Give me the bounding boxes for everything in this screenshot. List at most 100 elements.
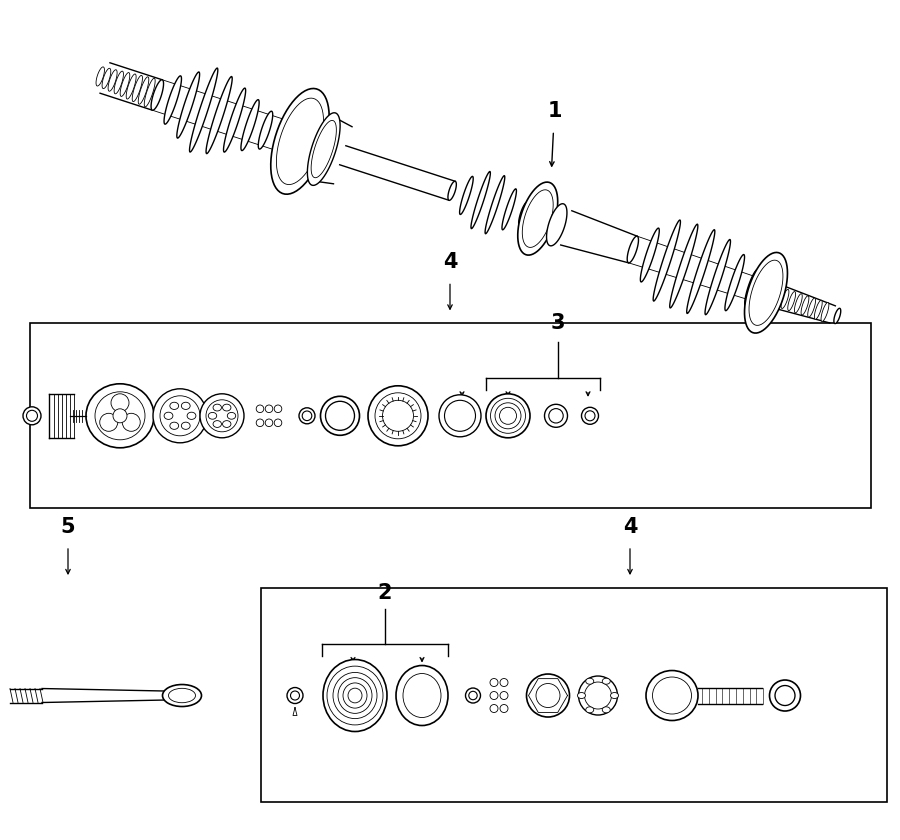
Polygon shape	[126, 74, 136, 99]
Ellipse shape	[327, 666, 383, 725]
Ellipse shape	[581, 407, 598, 424]
Ellipse shape	[95, 391, 145, 440]
Polygon shape	[502, 189, 517, 230]
Text: 2: 2	[378, 582, 392, 602]
Text: 3: 3	[551, 312, 565, 333]
Polygon shape	[132, 76, 142, 102]
Ellipse shape	[549, 408, 563, 423]
Polygon shape	[164, 76, 182, 124]
Ellipse shape	[208, 412, 217, 419]
Polygon shape	[670, 224, 698, 308]
Polygon shape	[807, 298, 815, 318]
Polygon shape	[471, 171, 491, 228]
Ellipse shape	[333, 672, 377, 719]
Polygon shape	[485, 176, 505, 234]
Polygon shape	[744, 253, 788, 333]
Ellipse shape	[586, 706, 594, 713]
Ellipse shape	[287, 687, 303, 704]
Polygon shape	[546, 204, 567, 246]
Ellipse shape	[500, 407, 517, 424]
Polygon shape	[821, 302, 829, 322]
Ellipse shape	[256, 419, 264, 427]
Ellipse shape	[602, 706, 610, 713]
Ellipse shape	[652, 677, 691, 714]
Polygon shape	[241, 100, 259, 150]
Ellipse shape	[274, 419, 282, 427]
Polygon shape	[795, 294, 802, 312]
Ellipse shape	[584, 682, 611, 709]
Ellipse shape	[168, 688, 195, 703]
Polygon shape	[448, 181, 456, 201]
Polygon shape	[96, 67, 104, 86]
Ellipse shape	[326, 402, 355, 430]
Polygon shape	[653, 220, 680, 301]
Ellipse shape	[291, 691, 300, 700]
Ellipse shape	[579, 676, 617, 715]
Ellipse shape	[586, 678, 594, 685]
Ellipse shape	[320, 396, 359, 435]
Ellipse shape	[348, 688, 362, 703]
Polygon shape	[687, 229, 715, 313]
Polygon shape	[641, 228, 660, 282]
Ellipse shape	[465, 688, 481, 703]
Text: 5: 5	[60, 517, 76, 537]
Ellipse shape	[396, 665, 448, 726]
Ellipse shape	[163, 685, 202, 706]
Ellipse shape	[585, 411, 595, 421]
Polygon shape	[206, 76, 232, 154]
Polygon shape	[724, 255, 744, 311]
Ellipse shape	[491, 398, 526, 433]
Ellipse shape	[100, 413, 118, 431]
Ellipse shape	[228, 412, 236, 419]
Ellipse shape	[403, 674, 441, 717]
Ellipse shape	[500, 679, 508, 686]
Bar	[261, 588, 886, 802]
Ellipse shape	[153, 389, 207, 443]
Ellipse shape	[200, 394, 244, 438]
Ellipse shape	[26, 410, 38, 422]
Ellipse shape	[486, 394, 530, 438]
Ellipse shape	[343, 683, 367, 708]
Ellipse shape	[113, 409, 127, 423]
Polygon shape	[102, 68, 111, 88]
Ellipse shape	[646, 670, 698, 721]
Polygon shape	[518, 182, 558, 255]
Polygon shape	[190, 68, 218, 152]
Polygon shape	[801, 296, 809, 315]
Ellipse shape	[382, 401, 413, 431]
Ellipse shape	[164, 412, 173, 419]
Ellipse shape	[445, 401, 475, 431]
Ellipse shape	[338, 678, 372, 713]
Ellipse shape	[775, 685, 795, 706]
Polygon shape	[121, 72, 130, 97]
Ellipse shape	[266, 419, 273, 427]
Polygon shape	[108, 70, 117, 92]
Ellipse shape	[490, 705, 498, 712]
Ellipse shape	[490, 691, 498, 700]
Ellipse shape	[274, 405, 282, 412]
Ellipse shape	[602, 678, 610, 685]
Bar	[30, 323, 871, 508]
Ellipse shape	[610, 692, 618, 699]
Ellipse shape	[578, 692, 586, 699]
Ellipse shape	[500, 691, 508, 700]
Ellipse shape	[213, 404, 221, 411]
Polygon shape	[744, 270, 759, 307]
Ellipse shape	[160, 396, 200, 436]
Polygon shape	[271, 88, 329, 194]
Ellipse shape	[299, 407, 315, 424]
Polygon shape	[460, 176, 473, 214]
Ellipse shape	[469, 691, 477, 700]
Ellipse shape	[266, 405, 273, 412]
Ellipse shape	[213, 421, 221, 428]
Ellipse shape	[111, 394, 129, 412]
Ellipse shape	[206, 400, 238, 432]
Polygon shape	[788, 291, 796, 311]
Polygon shape	[275, 122, 287, 149]
Polygon shape	[308, 113, 340, 186]
Ellipse shape	[222, 421, 231, 428]
Polygon shape	[627, 236, 638, 263]
Ellipse shape	[302, 411, 311, 421]
Ellipse shape	[86, 384, 154, 448]
Ellipse shape	[536, 684, 560, 707]
